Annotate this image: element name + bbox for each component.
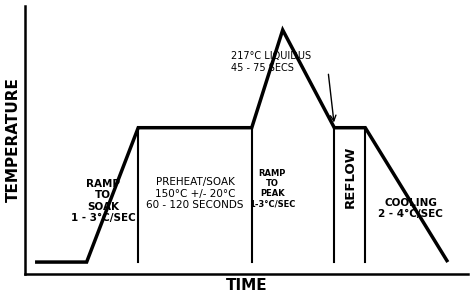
Y-axis label: TEMPERATURE: TEMPERATURE (6, 77, 20, 202)
Text: PREHEAT/SOAK
150°C +/- 20°C
60 - 120 SECONDS: PREHEAT/SOAK 150°C +/- 20°C 60 - 120 SEC… (146, 177, 244, 210)
X-axis label: TIME: TIME (226, 278, 267, 293)
Text: 217°C LIQUIDUS
45 - 75 SECS: 217°C LIQUIDUS 45 - 75 SECS (231, 51, 311, 73)
Text: RAMP
TO
PEAK
1-3°C/SEC: RAMP TO PEAK 1-3°C/SEC (249, 169, 296, 209)
Text: REFLOW: REFLOW (343, 145, 356, 208)
Text: COOLING
2 - 4°C/SEC: COOLING 2 - 4°C/SEC (378, 198, 443, 219)
Text: RAMP
TO
SOAK
1 - 3°C/SEC: RAMP TO SOAK 1 - 3°C/SEC (71, 179, 136, 223)
